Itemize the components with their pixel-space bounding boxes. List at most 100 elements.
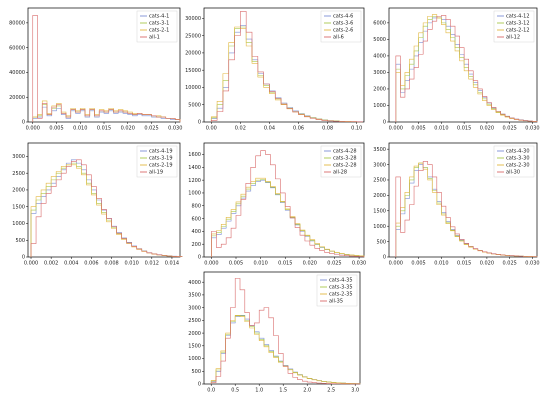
x-tick-label: 1.5 xyxy=(279,388,287,394)
legend-label: cats-4-19 xyxy=(149,149,173,155)
plot-frame xyxy=(203,142,365,258)
histogram-series-cats-4-35 xyxy=(210,314,361,384)
y-tick-label: 0 xyxy=(198,120,201,126)
x-tick-label: 0.020 xyxy=(480,126,494,132)
plot-frame xyxy=(388,7,538,123)
x-tick-label: 0.015 xyxy=(278,261,292,267)
histogram-panel: 0.000 0.005 0.010 0.015 0.020 0.025 0.030 0 2000… xyxy=(9,7,182,132)
y-tick-label: 600 xyxy=(191,216,201,222)
y-tick-label: 0 xyxy=(22,120,25,126)
x-tick-label: 0.010 xyxy=(73,126,87,132)
y-tick-label: 60000 xyxy=(9,45,25,51)
y-tick-label: 5000 xyxy=(188,102,201,108)
y-tick-label: 5000 xyxy=(373,37,386,43)
x-tick-label: 0.008 xyxy=(104,261,118,267)
y-tick-label: 3500 xyxy=(188,293,201,299)
y-tick-label: 2000 xyxy=(188,331,201,337)
plot-frame xyxy=(388,142,538,258)
legend-label: cats-2-35 xyxy=(329,292,353,298)
x-tick-label: 0.025 xyxy=(503,126,517,132)
legend-label: cats-4-1 xyxy=(149,14,169,20)
x-tick-label: 0.020 xyxy=(480,261,494,267)
x-tick-label: 0.030 xyxy=(525,126,539,132)
histogram-series-cats-2-28 xyxy=(211,177,365,257)
y-tick-label: 200 xyxy=(191,242,201,248)
legend-label: cats-2-30 xyxy=(506,163,530,169)
legend-label: all-35 xyxy=(329,299,343,305)
y-tick-label: 0 xyxy=(383,120,386,126)
histogram-series-all-12 xyxy=(395,15,538,122)
histogram-panel: 0.000 0.005 0.010 0.015 0.020 0.025 0.030 0 200 4… xyxy=(188,142,366,267)
histogram-panel: 0.000 0.002 0.004 0.006 0.008 0.010 0.012 0.014… xyxy=(12,142,183,267)
y-tick-label: 1000 xyxy=(188,356,201,362)
histogram-panel: 0.00 0.02 0.04 0.06 0.08 0.10 0 5000 10000 15000 2… xyxy=(185,7,365,132)
y-tick-label: 15000 xyxy=(185,68,201,74)
y-tick-label: 1000 xyxy=(188,191,201,197)
x-tick-label: 0.005 xyxy=(49,126,63,132)
x-tick-label: 0.025 xyxy=(327,261,341,267)
y-tick-label: 3500 xyxy=(373,147,386,153)
y-tick-label: 1600 xyxy=(188,152,201,158)
x-tick-label: 0.02 xyxy=(235,126,246,132)
y-tick-label: 1000 xyxy=(373,103,386,109)
y-tick-label: 1500 xyxy=(188,344,201,350)
y-tick-label: 25000 xyxy=(185,33,201,39)
legend-label: cats-3-19 xyxy=(149,156,173,162)
legend-label: all-1 xyxy=(149,35,160,41)
x-tick-label: 0.04 xyxy=(264,126,275,132)
legend-label: all-30 xyxy=(506,170,520,176)
legend-label: all-28 xyxy=(333,170,347,176)
x-tick-label: 0.030 xyxy=(525,261,539,267)
histogram-series-cats-2-1 xyxy=(32,100,181,122)
x-tick-label: 0.06 xyxy=(293,126,304,132)
histogram-series-cats-4-1 xyxy=(32,106,181,122)
y-tick-label: 0 xyxy=(198,382,201,388)
y-tick-label: 80000 xyxy=(9,21,25,27)
x-tick-label: 0.08 xyxy=(322,126,333,132)
y-tick-label: 40000 xyxy=(9,70,25,76)
y-tick-label: 0 xyxy=(22,255,25,261)
x-tick-label: 0.0 xyxy=(207,388,215,394)
y-tick-label: 1500 xyxy=(373,208,386,214)
x-tick-label: 0.000 xyxy=(26,126,40,132)
x-tick-label: 0.5 xyxy=(231,388,239,394)
x-tick-label: 0.030 xyxy=(352,261,366,267)
y-tick-label: 3000 xyxy=(373,162,386,168)
y-tick-label: 500 xyxy=(191,369,201,375)
legend-label: cats-3-6 xyxy=(333,21,353,27)
y-tick-label: 0 xyxy=(198,255,201,261)
x-tick-label: 0.002 xyxy=(44,261,58,267)
histogram-series-all-6 xyxy=(210,11,363,123)
legend-label: all-6 xyxy=(333,35,344,41)
x-tick-label: 0.010 xyxy=(253,261,267,267)
histogram-series-all-35 xyxy=(210,278,361,385)
y-tick-label: 2500 xyxy=(373,178,386,184)
y-tick-label: 1200 xyxy=(188,178,201,184)
y-tick-label: 3000 xyxy=(12,154,25,160)
x-tick-label: 0.010 xyxy=(434,126,448,132)
plot-frame xyxy=(203,7,365,123)
legend-label: cats-3-35 xyxy=(329,285,353,291)
legend-label: cats-2-12 xyxy=(506,28,530,34)
legend-label: cats-2-1 xyxy=(149,28,169,34)
x-tick-label: 0.000 xyxy=(389,261,403,267)
x-tick-label: 0.004 xyxy=(64,261,78,267)
x-tick-label: 0.000 xyxy=(389,126,403,132)
legend-label: cats-4-12 xyxy=(506,14,530,20)
legend-label: cats-3-12 xyxy=(506,21,530,27)
y-tick-label: 3000 xyxy=(188,305,201,311)
legend-label: cats-4-35 xyxy=(329,278,353,284)
x-tick-label: 2.5 xyxy=(327,388,335,394)
y-tick-label: 2000 xyxy=(373,193,386,199)
y-tick-label: 1500 xyxy=(12,204,25,210)
x-tick-label: 0.020 xyxy=(121,126,135,132)
plot-frame xyxy=(27,142,181,258)
histogram-series-all-19 xyxy=(30,159,183,257)
legend-label: cats-3-28 xyxy=(333,156,357,162)
x-tick-label: 0.000 xyxy=(24,261,38,267)
histogram-series-all-30 xyxy=(395,161,538,257)
y-tick-label: 0 xyxy=(383,255,386,261)
x-tick-label: 0.006 xyxy=(84,261,98,267)
histogram-series-all-28 xyxy=(211,150,365,257)
